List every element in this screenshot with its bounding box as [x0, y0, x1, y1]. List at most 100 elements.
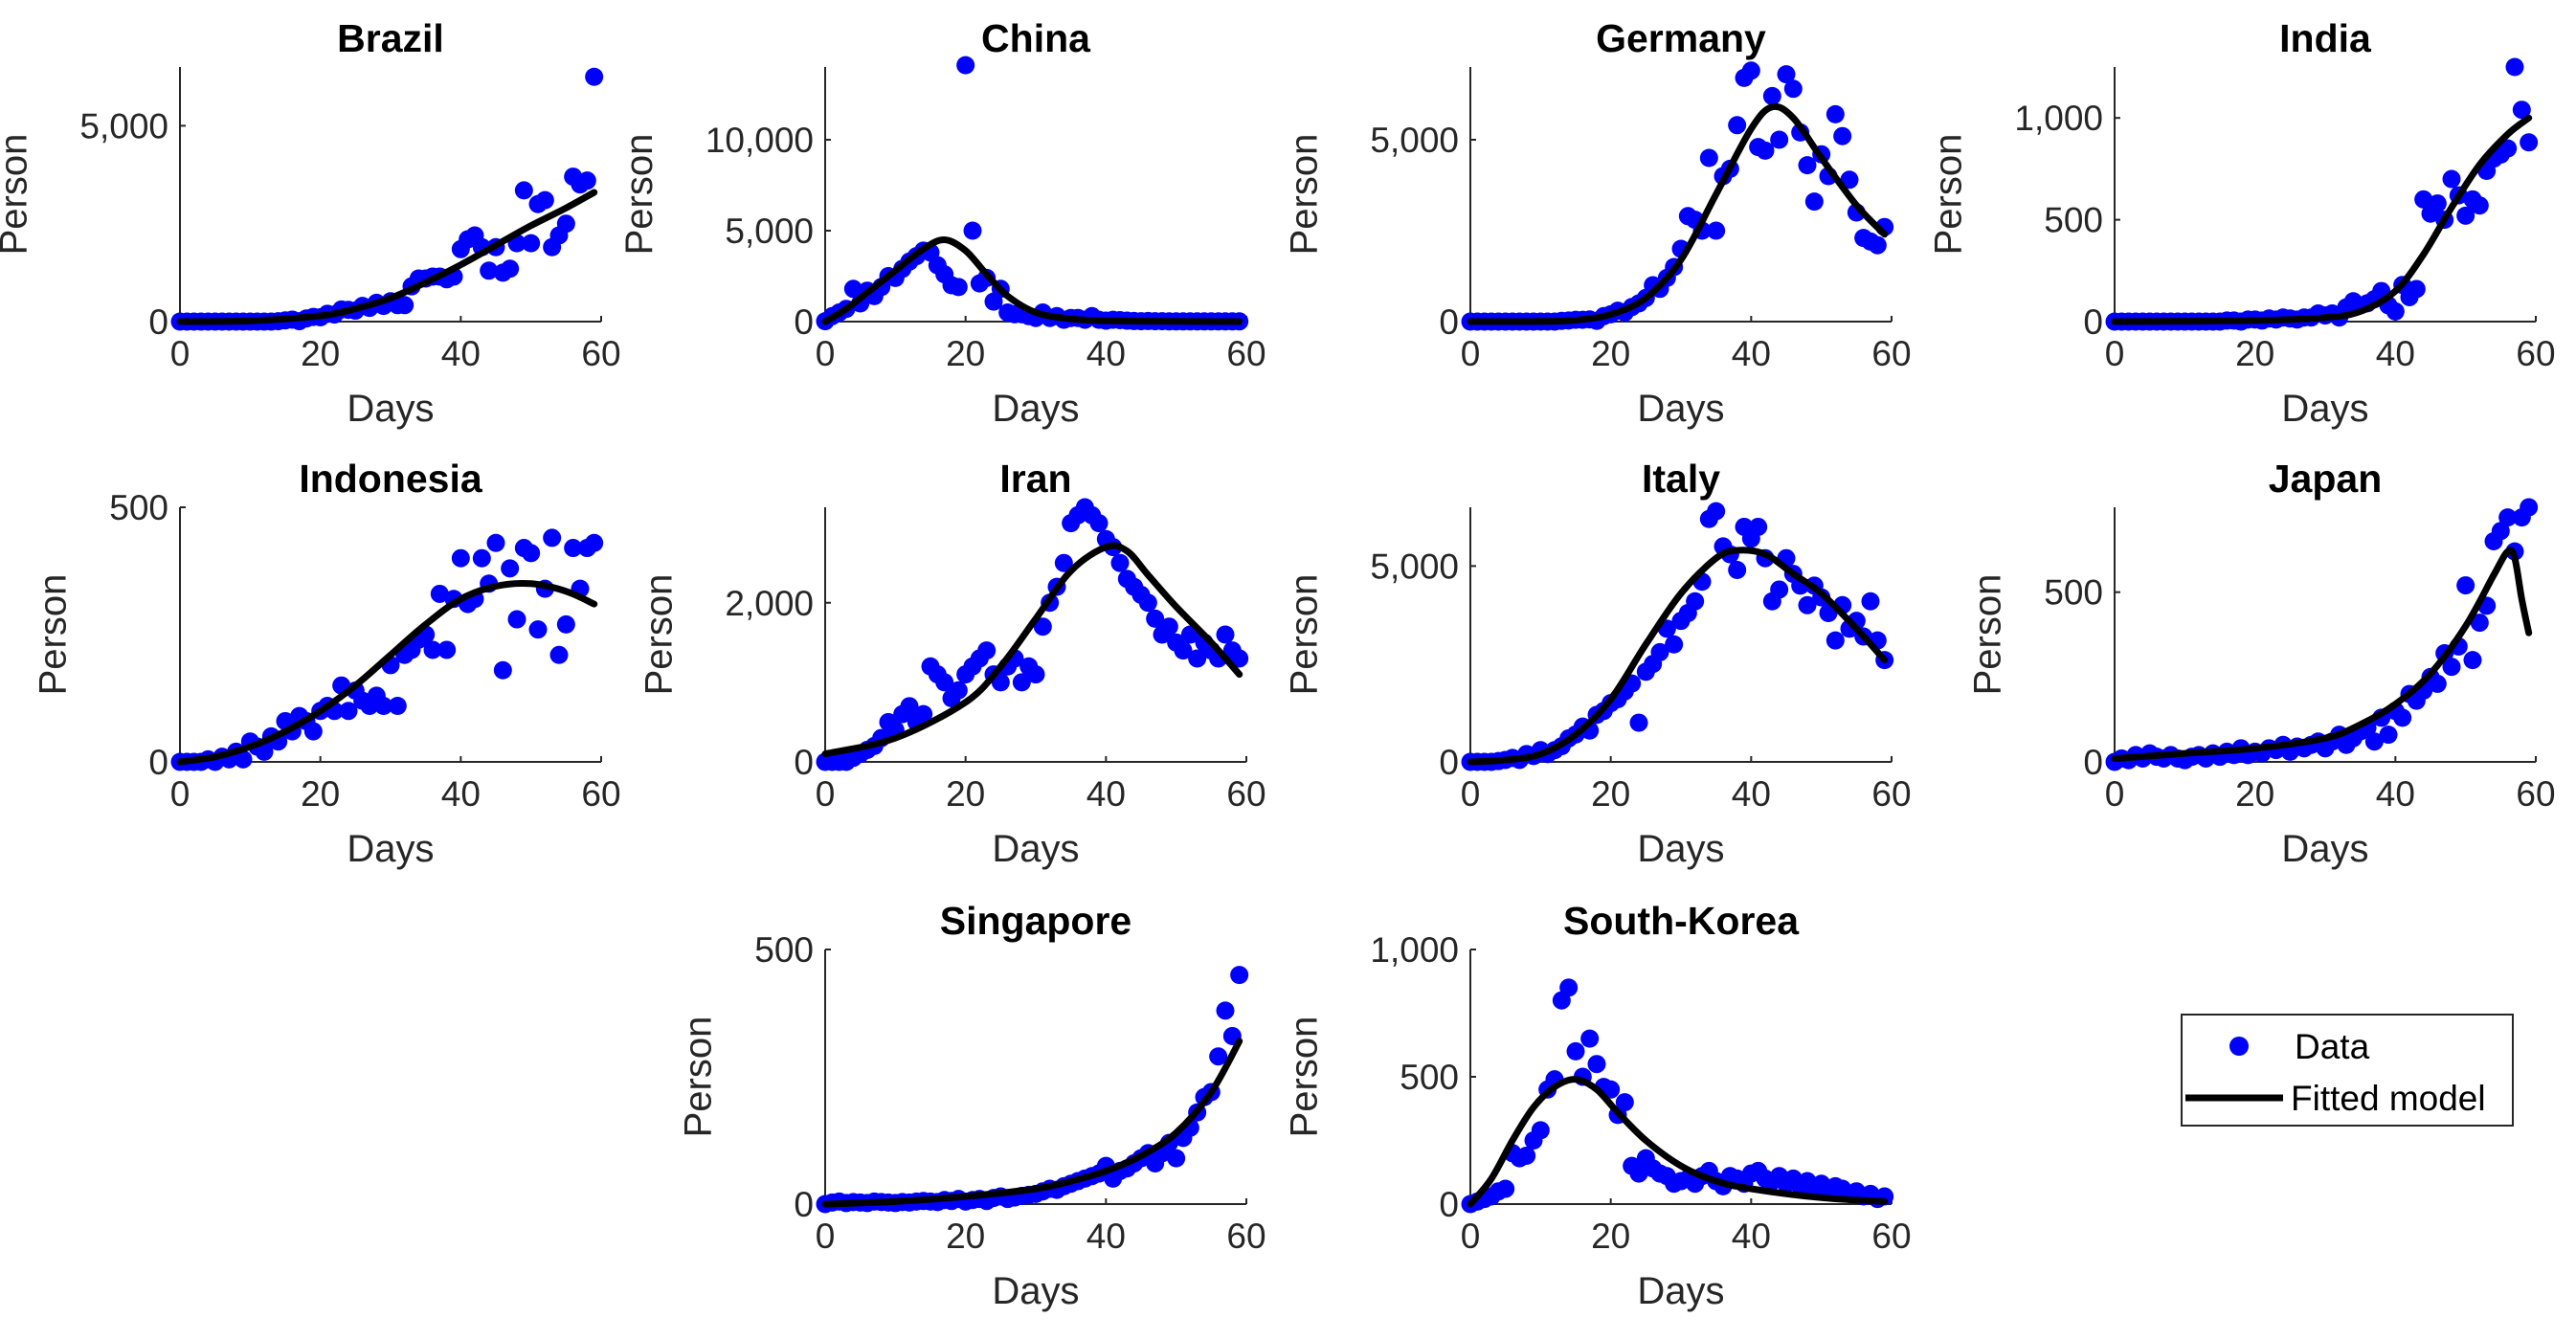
fitted-curve: [2111, 547, 2533, 762]
data-point: [1230, 966, 1249, 985]
data-point: [549, 645, 569, 664]
data-point: [949, 278, 968, 297]
data-point: [1833, 126, 1852, 145]
data-point: [255, 742, 274, 761]
data-point: [535, 190, 554, 210]
data-point: [2505, 57, 2524, 77]
x-tick-label: 40: [441, 334, 481, 373]
y-tick-label: 5,000: [1370, 121, 1459, 160]
x-axis-label: Days: [1637, 828, 1724, 870]
data-point: [451, 548, 470, 568]
data-point: [2407, 279, 2426, 299]
x-tick-label: 60: [2516, 334, 2555, 373]
y-axis-label: Person: [678, 1016, 720, 1138]
x-tick-label: 20: [2235, 774, 2274, 814]
x-tick-label: 60: [1226, 334, 1266, 373]
data-point: [1174, 641, 1193, 660]
data-point: [2364, 732, 2384, 751]
data-point: [1749, 517, 1768, 536]
y-axis-label: Person: [618, 134, 661, 256]
data-point: [303, 722, 323, 741]
data-point: [1686, 592, 1705, 611]
fitted-curve: [176, 189, 598, 325]
y-tick-label: 0: [794, 302, 814, 342]
data-point: [2498, 139, 2518, 158]
data-point: [1517, 1146, 1536, 1165]
data-point: [1665, 635, 1684, 654]
data-point: [949, 681, 968, 700]
data-point: [2393, 708, 2412, 727]
x-tick-label: 40: [1732, 334, 1771, 373]
x-axis-label: Days: [347, 828, 434, 870]
data-point: [486, 533, 505, 552]
data-point: [528, 620, 548, 639]
y-axis-label: Person: [1967, 574, 2009, 696]
fitted-curve: [1467, 547, 1889, 766]
data-point: [1868, 235, 1887, 255]
data-point: [234, 749, 253, 769]
data-point: [1531, 1121, 1550, 1140]
x-tick-label: 60: [2516, 774, 2555, 814]
data-point: [1054, 553, 1073, 572]
x-tick-label: 0: [1461, 774, 1481, 814]
data-point: [1230, 649, 1249, 668]
y-axis-label: Person: [1284, 1016, 1326, 1138]
y-tick-label: 0: [1439, 743, 1459, 782]
y-tick-label: 0: [1439, 1185, 1459, 1224]
data-point: [1159, 617, 1178, 636]
data-point: [1728, 116, 1747, 135]
data-point: [1138, 593, 1157, 613]
data-point: [1826, 631, 1845, 650]
x-tick-label: 20: [946, 334, 985, 373]
legend-data-marker: [2229, 1037, 2249, 1056]
data-point: [1615, 1093, 1634, 1112]
fitted-curve: [821, 1038, 1243, 1208]
data-point: [2428, 674, 2447, 693]
chart-title: Singapore: [940, 899, 1131, 943]
y-tick-label: 5,000: [725, 212, 814, 251]
x-tick-label: 40: [1086, 774, 1126, 814]
y-tick-label: 500: [2044, 573, 2103, 613]
data-point: [1496, 1179, 1515, 1198]
x-tick-label: 60: [1226, 774, 1266, 814]
data-point: [1629, 713, 1648, 732]
fitted-curve: [176, 579, 598, 766]
x-tick-label: 40: [2376, 774, 2415, 814]
y-tick-label: 1,000: [2014, 99, 2103, 138]
x-tick-label: 40: [1732, 774, 1771, 814]
data-point: [977, 641, 997, 660]
data-point: [437, 640, 457, 659]
data-point: [2520, 498, 2539, 517]
data-point: [1707, 221, 1726, 240]
x-axis-label: Days: [2281, 828, 2368, 870]
x-tick-label: 20: [1591, 1217, 1630, 1256]
data-point: [1167, 1149, 1186, 1168]
data-point: [2456, 576, 2475, 595]
data-point: [1089, 514, 1109, 533]
data-point: [2498, 508, 2518, 527]
x-tick-label: 60: [1871, 1217, 1911, 1256]
x-tick-label: 40: [1732, 1217, 1771, 1256]
chart-title: South-Korea: [1563, 899, 1800, 943]
x-tick-label: 0: [170, 774, 190, 814]
x-axis-label: Days: [992, 1270, 1079, 1312]
data-point: [956, 56, 975, 75]
data-point: [1602, 1080, 1621, 1099]
data-point: [2491, 522, 2510, 541]
chart-title: Indonesia: [299, 457, 483, 501]
data-point: [1587, 1055, 1606, 1074]
panel-italy: 0 20 40 60 0 5,000 Italy Days Person: [1284, 457, 1912, 870]
chart-title: Germany: [1596, 16, 1766, 60]
data-point: [1188, 649, 1207, 668]
y-tick-label: 500: [2044, 201, 2103, 240]
legend-data-label: Data: [2295, 1027, 2370, 1066]
x-tick-label: 0: [816, 334, 836, 373]
data-point: [1146, 609, 1165, 628]
y-tick-label: 10,000: [706, 121, 814, 160]
chart-title: Japan: [2269, 457, 2383, 501]
data-point: [480, 261, 499, 280]
data-point: [1728, 560, 1747, 579]
y-tick-label: 0: [1439, 302, 1459, 342]
data-point: [2463, 651, 2482, 670]
